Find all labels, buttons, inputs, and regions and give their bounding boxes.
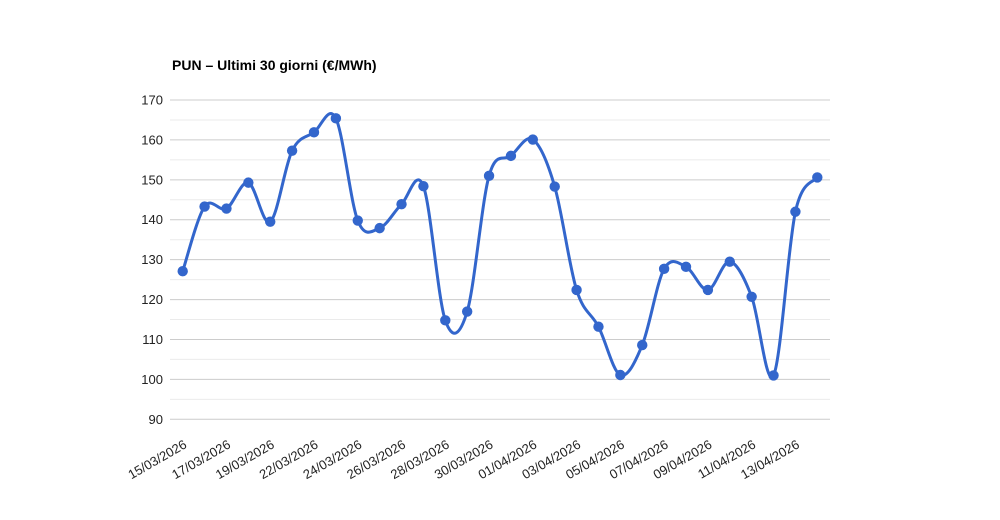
y-axis-tick-label: 110 — [142, 332, 163, 347]
chart-title: PUN – Ultimi 30 giorni (€/MWh) — [172, 57, 377, 73]
data-point-marker[interactable] — [593, 321, 604, 332]
y-axis-tick-label: 130 — [141, 252, 163, 267]
y-axis-tick-label: 160 — [141, 132, 163, 147]
data-point-marker[interactable] — [418, 181, 429, 192]
y-axis-tick-label: 100 — [141, 372, 163, 387]
data-point-marker[interactable] — [243, 177, 254, 188]
data-point-marker[interactable] — [527, 134, 539, 145]
data-point-marker[interactable] — [396, 198, 407, 210]
y-axis-tick-label: 140 — [141, 212, 163, 227]
data-point-marker[interactable] — [768, 370, 779, 381]
data-point-marker[interactable] — [199, 201, 210, 212]
data-point-marker[interactable] — [308, 127, 320, 138]
data-point-marker[interactable] — [265, 216, 276, 227]
data-point-marker[interactable] — [658, 263, 670, 275]
data-point-marker[interactable] — [746, 291, 757, 302]
data-point-marker[interactable] — [286, 145, 298, 156]
data-point-marker[interactable] — [680, 261, 692, 273]
data-point-marker[interactable] — [330, 113, 342, 124]
y-axis-tick-label: 150 — [141, 172, 163, 187]
data-point-marker[interactable] — [637, 339, 648, 351]
data-point-marker[interactable] — [440, 315, 451, 326]
data-point-marker[interactable] — [615, 369, 626, 381]
data-point-marker[interactable] — [702, 284, 714, 296]
data-point-marker[interactable] — [724, 256, 735, 267]
y-axis-tick-label: 90 — [149, 412, 163, 427]
data-point-marker[interactable] — [549, 181, 560, 192]
data-point-marker[interactable] — [177, 266, 188, 277]
data-point-marker[interactable] — [352, 215, 363, 226]
data-point-marker[interactable] — [571, 284, 582, 296]
series-line — [181, 112, 819, 379]
data-point-marker[interactable] — [374, 222, 385, 234]
data-point-marker[interactable] — [483, 170, 495, 182]
data-point-marker[interactable] — [790, 206, 801, 217]
data-point-marker[interactable] — [221, 203, 232, 214]
y-axis-tick-label: 120 — [141, 292, 163, 307]
data-point-marker[interactable] — [812, 172, 823, 183]
data-point-marker[interactable] — [505, 150, 517, 162]
data-point-marker[interactable] — [461, 306, 473, 317]
y-axis-tick-label: 170 — [141, 93, 163, 108]
